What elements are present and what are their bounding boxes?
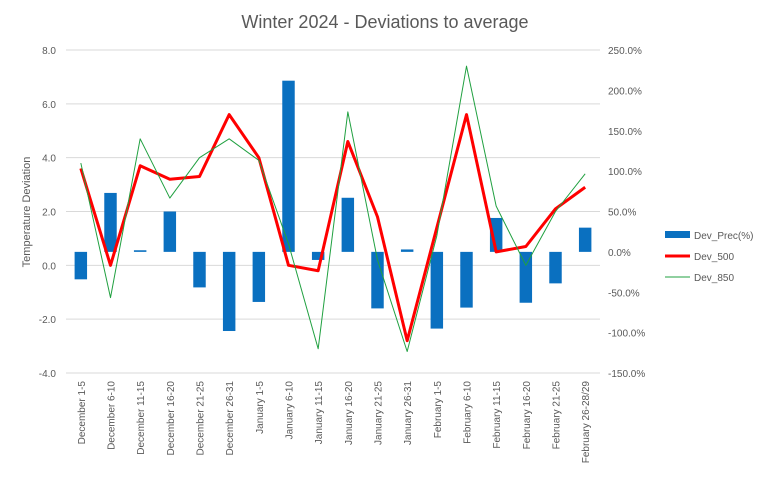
left-axis-ticks: -4.0 -2.0 0.0 2.0 4.0 6.0 8.0 (39, 46, 57, 380)
precip-bar (578, 227, 592, 252)
x-tick-label: January 16-20 (344, 381, 355, 445)
x-tick-label: January 11-15 (314, 381, 325, 445)
right-tick-label: 150.0% (608, 127, 642, 138)
legend-label: Dev_500 (694, 252, 734, 263)
series-line (79, 113, 587, 343)
x-tick-label: December 21-25 (196, 381, 207, 456)
series-line (80, 65, 586, 352)
x-tick-label: January 21-25 (374, 381, 385, 445)
x-tick-label: December 26-31 (225, 381, 236, 456)
precip-bar (252, 251, 266, 302)
precip-bar (311, 251, 325, 260)
right-tick-label: 0.0% (608, 248, 631, 259)
legend-label: Dev_850 (694, 273, 734, 284)
left-tick-label: 6.0 (42, 100, 56, 111)
x-tick-label: February 16-20 (522, 381, 533, 450)
precip-bar (163, 211, 177, 252)
right-axis-ticks: -150.0% -100.0% -50.0% 0.0% 50.0% 100.0% 150.0… (608, 46, 645, 380)
gridlines (66, 49, 600, 374)
legend-symbol (665, 231, 690, 238)
precip-bar (371, 251, 384, 309)
legend: Dev_Prec(%) Dev_500 Dev_850 (665, 231, 753, 284)
precip-bar (193, 251, 206, 288)
right-tick-label: -50.0% (608, 288, 640, 299)
precipitation-bars (74, 80, 592, 332)
precip-bar (104, 192, 117, 252)
x-tick-label: February 21-25 (552, 381, 563, 450)
x-tick-label: December 11-15 (136, 381, 147, 455)
right-tick-label: 50.0% (608, 208, 636, 219)
legend-label: Dev_Prec(%) (694, 231, 753, 242)
x-tick-label: February 6-10 (463, 381, 474, 444)
left-tick-label: 2.0 (42, 208, 56, 219)
line-series (79, 65, 587, 352)
right-tick-label: 250.0% (608, 46, 642, 57)
right-tick-label: -100.0% (608, 329, 645, 340)
x-tick-label: January 6-10 (285, 381, 296, 440)
x-tick-label: December 6-10 (107, 381, 118, 450)
x-axis-ticks: December 1-5 December 6-10 December 11-15 D… (77, 381, 592, 464)
right-tick-label: -150.0% (608, 369, 645, 380)
left-tick-label: 8.0 (42, 46, 56, 57)
left-tick-label: -2.0 (39, 315, 57, 326)
precip-bar (430, 251, 444, 329)
left-tick-label: 0.0 (42, 261, 56, 272)
precip-bar (549, 251, 562, 284)
precip-bar (341, 197, 355, 252)
left-tick-label: 4.0 (42, 154, 56, 165)
y-axis-title: Temperature Deviation (21, 157, 33, 268)
precip-bar (282, 80, 295, 252)
precip-bar (222, 251, 236, 332)
x-tick-label: December 1-5 (77, 381, 88, 445)
left-tick-label: -4.0 (39, 369, 57, 380)
precip-bar (74, 251, 88, 280)
precip-bar (133, 250, 147, 252)
right-tick-label: 200.0% (608, 86, 642, 97)
precip-bar (519, 251, 533, 303)
x-tick-label: February 11-15 (492, 381, 503, 449)
x-tick-label: January 1-5 (255, 381, 266, 434)
x-tick-label: February 1-5 (433, 381, 444, 439)
x-tick-label: January 26-31 (403, 381, 414, 445)
precip-bar (460, 251, 473, 308)
x-tick-label: December 16-20 (166, 381, 177, 456)
precip-bar (400, 249, 414, 252)
chart-title: Winter 2024 - Deviations to average (241, 12, 528, 32)
x-tick-label: February 26-28/29 (581, 381, 592, 464)
right-tick-label: 100.0% (608, 167, 642, 178)
